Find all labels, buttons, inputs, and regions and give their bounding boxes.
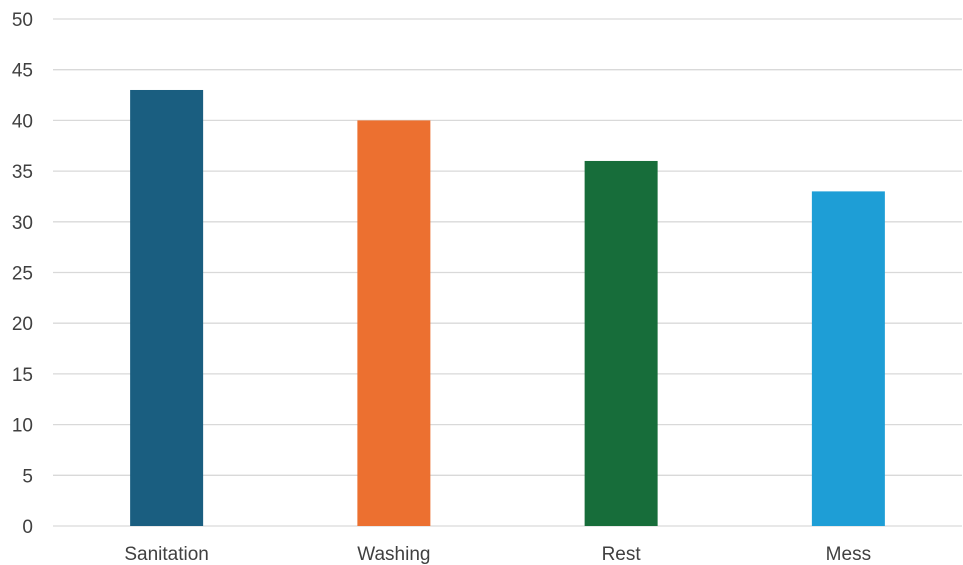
y-tick-label-35: 35 [12,162,33,183]
y-tick-label-50: 50 [12,10,33,31]
y-tick-label-0: 0 [22,517,33,538]
y-tick-label-10: 10 [12,416,33,437]
x-category-label-washing: Washing [357,544,430,565]
y-tick-label-5: 5 [22,466,33,487]
x-axis-labels: Sanitation Washing Rest Mess [124,544,871,565]
y-tick-label-20: 20 [12,314,33,335]
bar-washing [357,120,431,527]
bars [130,89,885,527]
bar-sanitation [130,89,204,526]
x-category-label-mess: Mess [826,544,871,565]
y-tick-label-30: 30 [12,213,33,234]
y-tick-label-40: 40 [12,111,33,132]
y-tick-label-25: 25 [12,264,33,285]
y-tick-label-15: 15 [12,365,33,386]
x-category-label-sanitation: Sanitation [124,544,209,565]
gridlines [53,18,962,527]
bar-rest [584,160,658,526]
y-tick-label-45: 45 [12,61,33,82]
y-axis-ticks: 0 5 10 15 20 25 30 35 40 45 50 [12,10,33,538]
x-category-label-rest: Rest [602,544,642,565]
bar-mess [811,191,885,526]
